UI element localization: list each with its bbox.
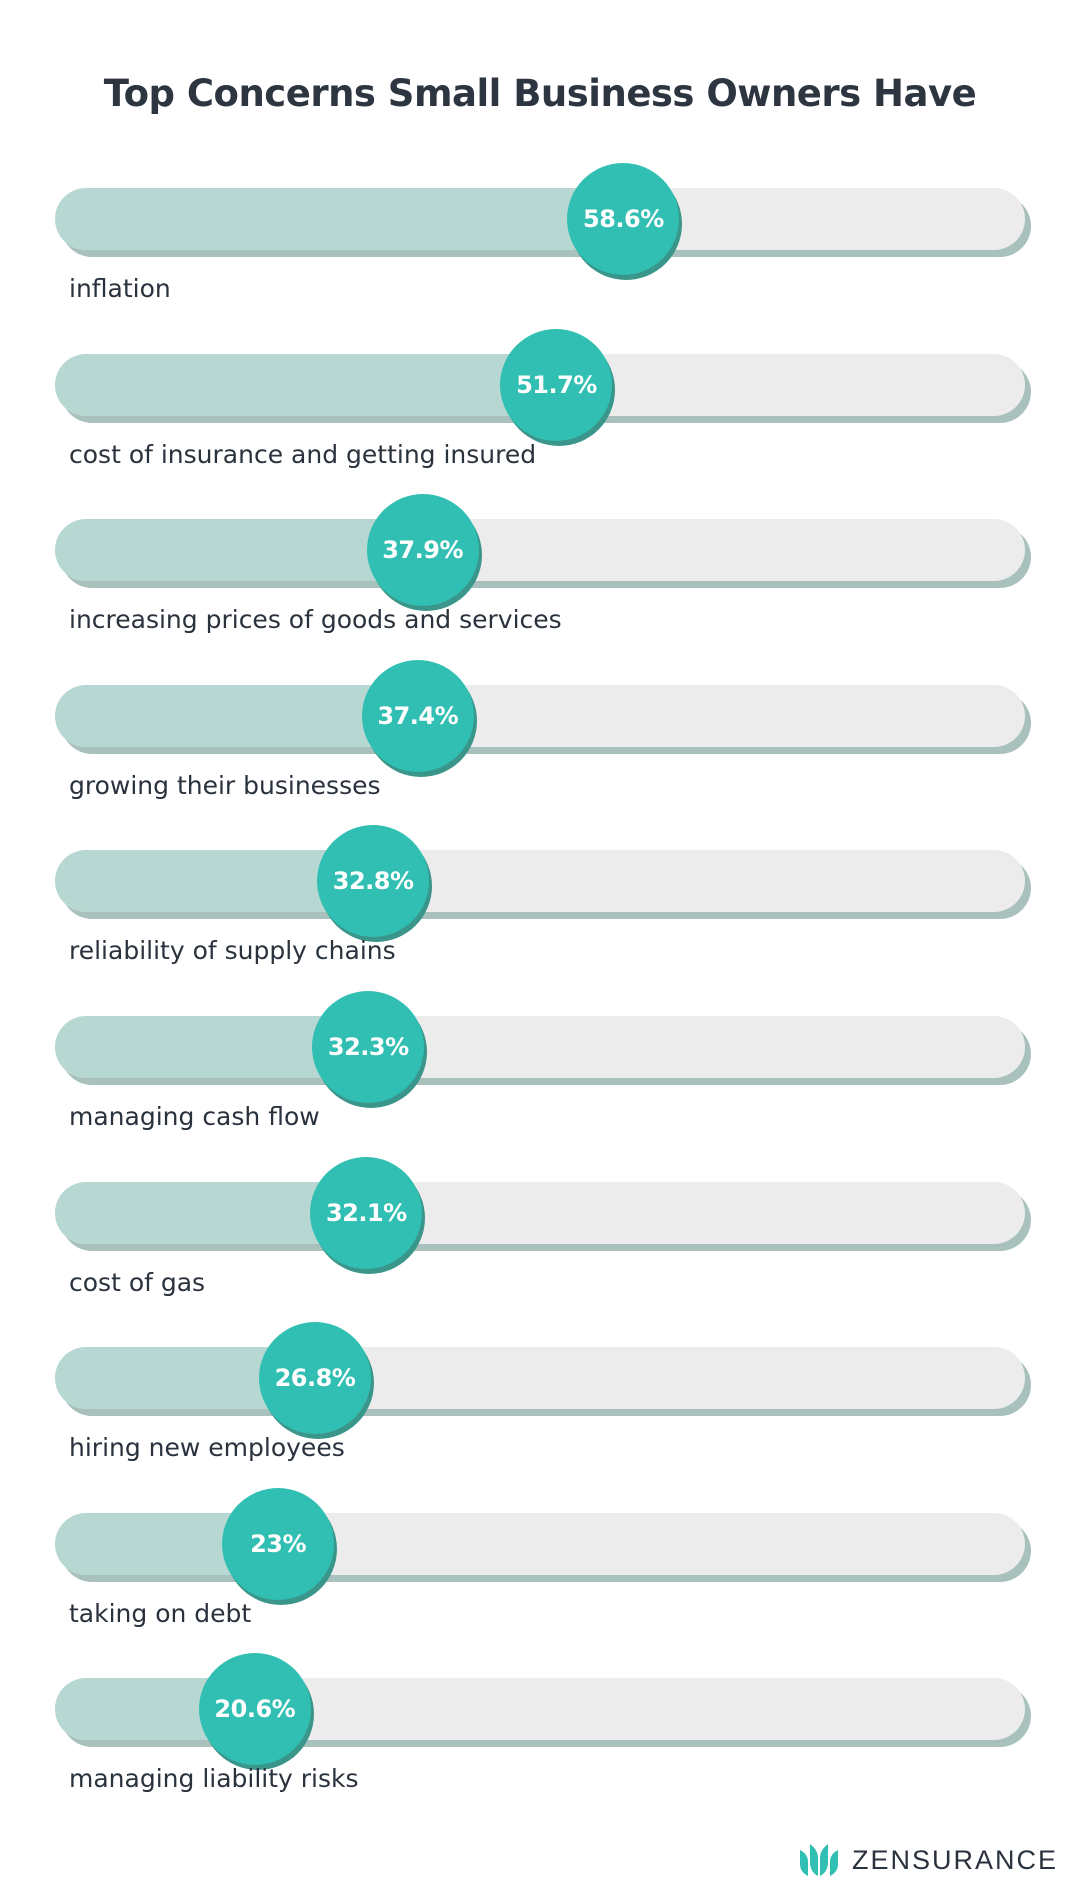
value-marker: 20.6% [198,1653,311,1766]
bar-track [55,1016,1025,1078]
value-label: 32.1% [325,1198,407,1227]
category-label: reliability of supply chains [69,936,396,966]
category-label: increasing prices of goods and services [69,605,562,635]
bar-row: 37.9% increasing prices of goods and ser… [0,494,1080,685]
brand-name: ZENSURANCE [851,1844,1058,1875]
value-label: 37.9% [382,536,463,565]
bar-track [55,684,1025,747]
value-label: 23% [250,1529,307,1558]
value-marker: 32.8% [317,825,430,938]
value-label: 32.3% [327,1033,409,1061]
category-label: managing cash flow [69,1102,320,1131]
value-marker: 26.8% [258,1322,371,1435]
bar-fill [55,353,557,416]
category-label: hiring new employees [69,1433,345,1463]
bar-track [55,1181,1025,1244]
category-label: cost of insurance and getting insured [69,439,537,469]
bar-row: 51.7% cost of insurance and getting insu… [0,328,1080,520]
value-marker: 37.4% [361,659,474,772]
bar-fill [55,188,624,250]
bar-row: 23% taking on debt [0,1487,1080,1679]
value-marker: 58.6% [567,163,680,275]
bar-track [55,850,1025,913]
value-label: 26.8% [274,1364,356,1393]
chart-title: Top Concerns Small Business Owners Have [103,72,977,115]
value-label: 51.7% [516,370,597,399]
value-label: 58.6% [583,205,664,233]
category-label: managing liability risks [69,1764,359,1794]
bar-row: 58.6% inflation [0,163,1080,354]
bar-row: 26.8% hiring new employees [0,1322,1080,1513]
bar-row: 20.6% managing liability risks [0,1653,1080,1844]
value-label: 20.6% [214,1695,296,1724]
zensurance-logo: ZENSURANCE [798,1842,1058,1878]
value-marker: 51.7% [500,328,613,441]
category-label: growing their businesses [69,770,381,800]
bar-track [55,1347,1025,1410]
value-label: 32.8% [332,867,414,896]
value-marker: 32.3% [312,991,425,1103]
value-marker: 32.1% [310,1156,423,1269]
bar-row: 32.8% reliability of supply chains [0,825,1080,1016]
bar-fill [55,519,423,582]
lotus-icon [799,1844,838,1876]
category-label: taking on debt [69,1598,252,1628]
value-label: 37.4% [377,701,459,730]
bar-row: 32.1% cost of gas [0,1156,1080,1348]
bar-row: 37.4% growing their businesses [0,659,1080,851]
value-marker: 37.9% [366,494,479,607]
value-marker: 23% [222,1487,335,1600]
category-label: cost of gas [69,1267,206,1297]
bar-track [55,1512,1025,1575]
bar-track [55,519,1025,582]
bar-row: 32.3% managing cash flow [0,991,1080,1182]
category-label: inflation [69,274,171,303]
bar-fill [55,684,418,747]
bar-track [55,188,1025,250]
